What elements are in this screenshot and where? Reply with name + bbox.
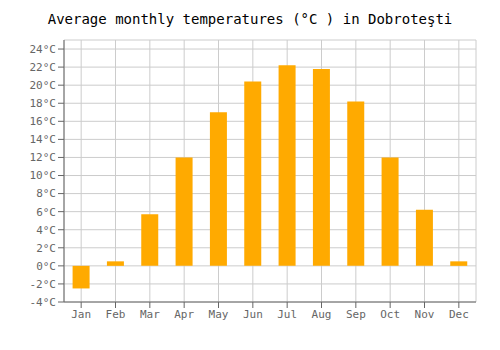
svg-text:Sep: Sep	[346, 308, 366, 321]
svg-text:18°C: 18°C	[30, 97, 57, 110]
svg-text:4°C: 4°C	[36, 224, 56, 237]
svg-text:Jun: Jun	[243, 308, 263, 321]
svg-text:0°C: 0°C	[36, 260, 56, 273]
svg-text:-2°C: -2°C	[30, 278, 57, 291]
svg-text:2°C: 2°C	[36, 242, 56, 255]
svg-text:Oct: Oct	[380, 308, 400, 321]
svg-text:6°C: 6°C	[36, 206, 56, 219]
svg-text:Nov: Nov	[415, 308, 435, 321]
svg-text:May: May	[209, 308, 229, 321]
svg-text:-4°C: -4°C	[30, 296, 57, 309]
svg-text:Aug: Aug	[312, 308, 332, 321]
svg-text:20°C: 20°C	[30, 79, 57, 92]
svg-text:14°C: 14°C	[30, 133, 57, 146]
svg-text:Jul: Jul	[277, 308, 297, 321]
svg-text:22°C: 22°C	[30, 61, 57, 74]
html-text:Average monthly temperatures (: Average monthly temperatures (°C ) in Do…	[47, 11, 453, 27]
svg-text:16°C: 16°C	[30, 115, 57, 128]
svg-text:Mar: Mar	[140, 308, 160, 321]
svg-text:Dec: Dec	[449, 308, 469, 321]
svg-text:12°C: 12°C	[30, 151, 57, 164]
svg-text:8°C: 8°C	[36, 187, 56, 200]
svg-text:24°C: 24°C	[30, 43, 57, 56]
svg-text:Feb: Feb	[106, 308, 126, 321]
svg-text:10°C: 10°C	[30, 169, 57, 182]
svg-text:Apr: Apr	[174, 308, 194, 321]
svg-text:Jan: Jan	[71, 308, 91, 321]
